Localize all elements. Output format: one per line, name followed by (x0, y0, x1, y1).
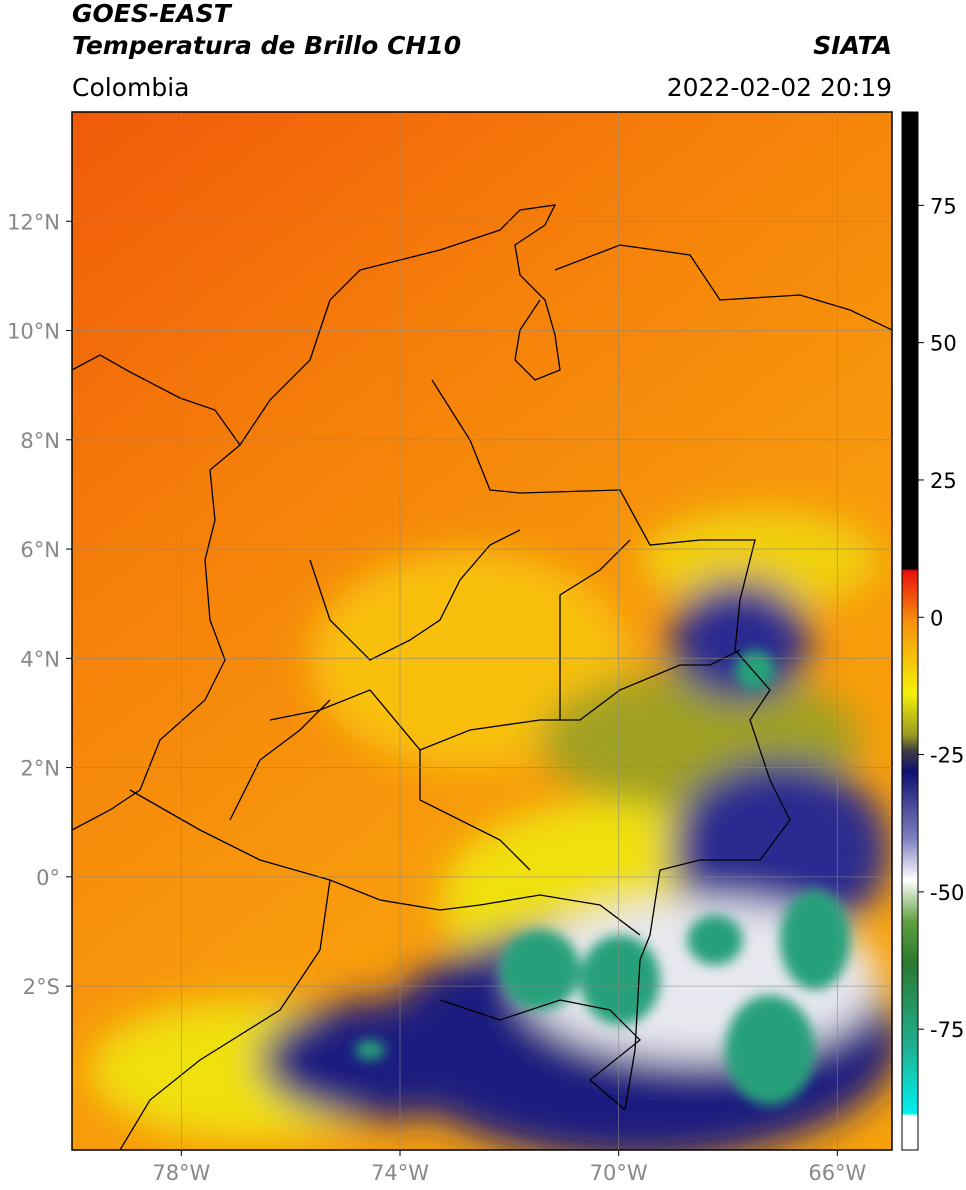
x-tick-label: 74°W (371, 1161, 429, 1185)
colorbar-label: 50 (930, 332, 957, 356)
colorbar-label: 25 (930, 469, 957, 493)
y-tick-label: 0° (36, 866, 60, 890)
y-tick-label: 12°N (7, 210, 60, 234)
y-tick-label: 2°N (20, 757, 60, 781)
title: GOES-EAST (72, 0, 233, 28)
subtitle: Temperatura de Brillo CH10 (72, 31, 461, 60)
colorbar-label: 75 (930, 194, 957, 218)
region: Colombia (72, 73, 189, 102)
y-tick-label: 2°S (23, 975, 60, 999)
y-tick-label: 10°N (7, 320, 60, 344)
satellite-image (72, 112, 892, 1150)
map-frame (71, 111, 893, 1151)
x-tick-label: 78°W (152, 1161, 210, 1185)
colorbar-label: -50 (930, 881, 964, 905)
colorbar-label: -75 (930, 1018, 964, 1042)
colorbar-label: 0 (930, 606, 943, 630)
x-tick-label: 70°W (590, 1161, 648, 1185)
source: SIATA (813, 31, 892, 60)
x-tick-label: 66°W (808, 1161, 866, 1185)
datetime: 2022-02-02 20:19 (667, 73, 892, 102)
colorbar (901, 111, 919, 1151)
y-tick-label: 8°N (20, 429, 60, 453)
y-tick-label: 4°N (20, 647, 60, 671)
colorbar-label: -25 (930, 744, 964, 768)
y-tick-label: 6°N (20, 538, 60, 562)
